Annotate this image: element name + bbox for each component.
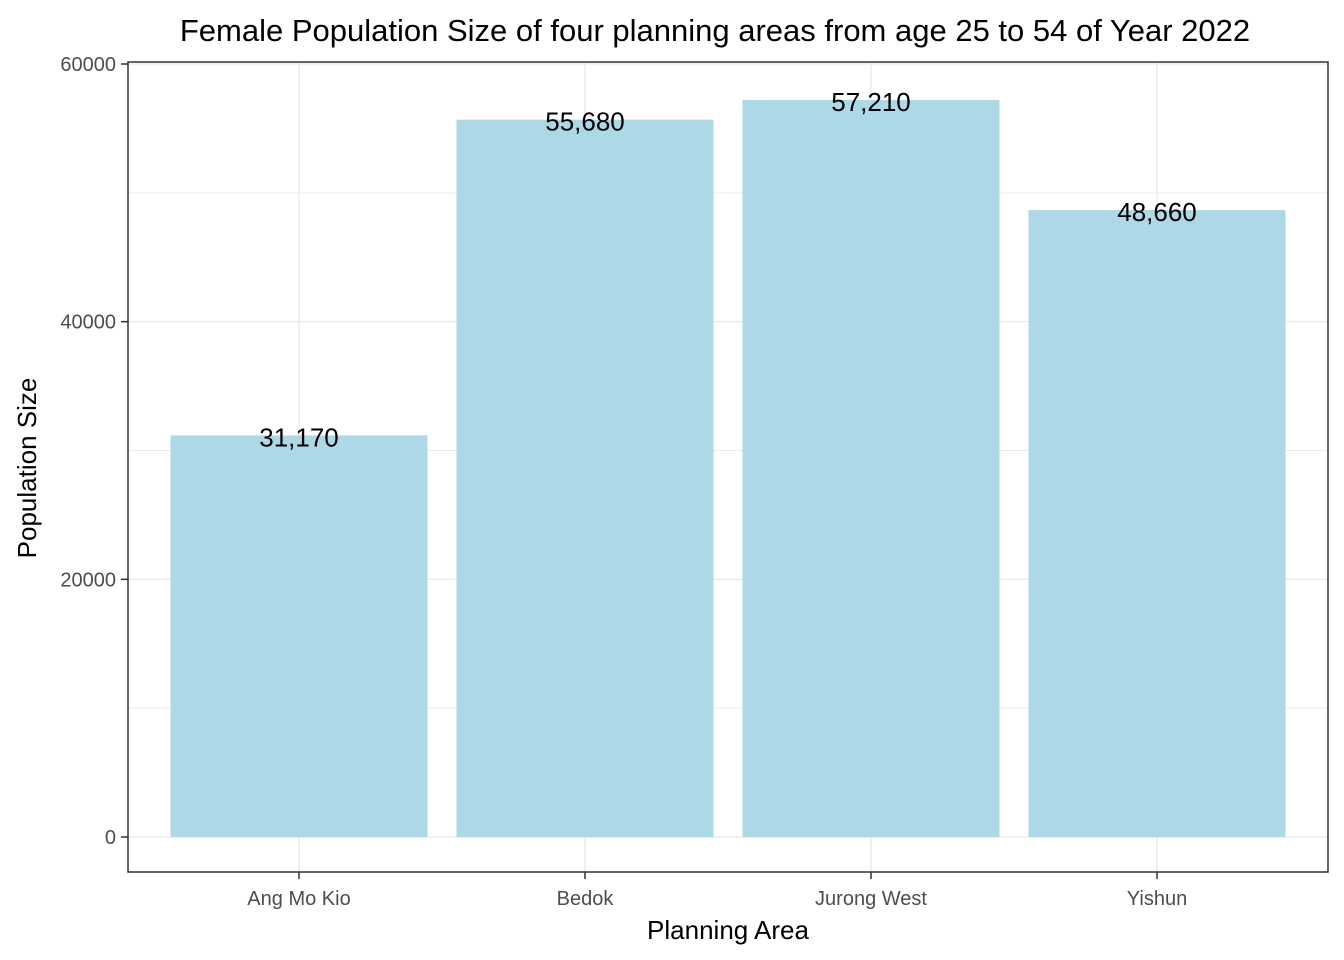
- bars: [170, 99, 1286, 838]
- chart-title: Female Population Size of four planning …: [180, 13, 1250, 48]
- bar: [742, 99, 1000, 837]
- bar: [170, 435, 428, 837]
- y-tick-label: 40000: [60, 312, 116, 334]
- bar: [1028, 210, 1286, 838]
- data-label: 48,660: [1117, 197, 1197, 227]
- y-tick-label: 20000: [60, 569, 116, 591]
- y-tick-label: 60000: [60, 54, 116, 76]
- x-axis: Ang Mo Kio Bedok Jurong West Yishun: [247, 872, 1187, 910]
- data-label: 57,210: [831, 87, 911, 117]
- y-axis: 0 20000 40000 60000: [60, 54, 128, 849]
- data-label: 55,680: [545, 107, 625, 137]
- y-axis-title: Population Size: [12, 378, 42, 559]
- y-tick-label: 0: [105, 827, 116, 849]
- x-tick-label: Jurong West: [815, 888, 927, 910]
- panel-border: [127, 61, 1329, 873]
- data-labels: 31,170 55,680 57,210 48,660: [259, 87, 1197, 452]
- x-tick-label: Yishun: [1127, 888, 1187, 910]
- data-label: 31,170: [259, 422, 339, 452]
- bar: [456, 119, 714, 837]
- x-tick-label: Bedok: [557, 888, 615, 910]
- x-tick-label: Ang Mo Kio: [247, 888, 350, 910]
- x-axis-title: Planning Area: [647, 915, 809, 945]
